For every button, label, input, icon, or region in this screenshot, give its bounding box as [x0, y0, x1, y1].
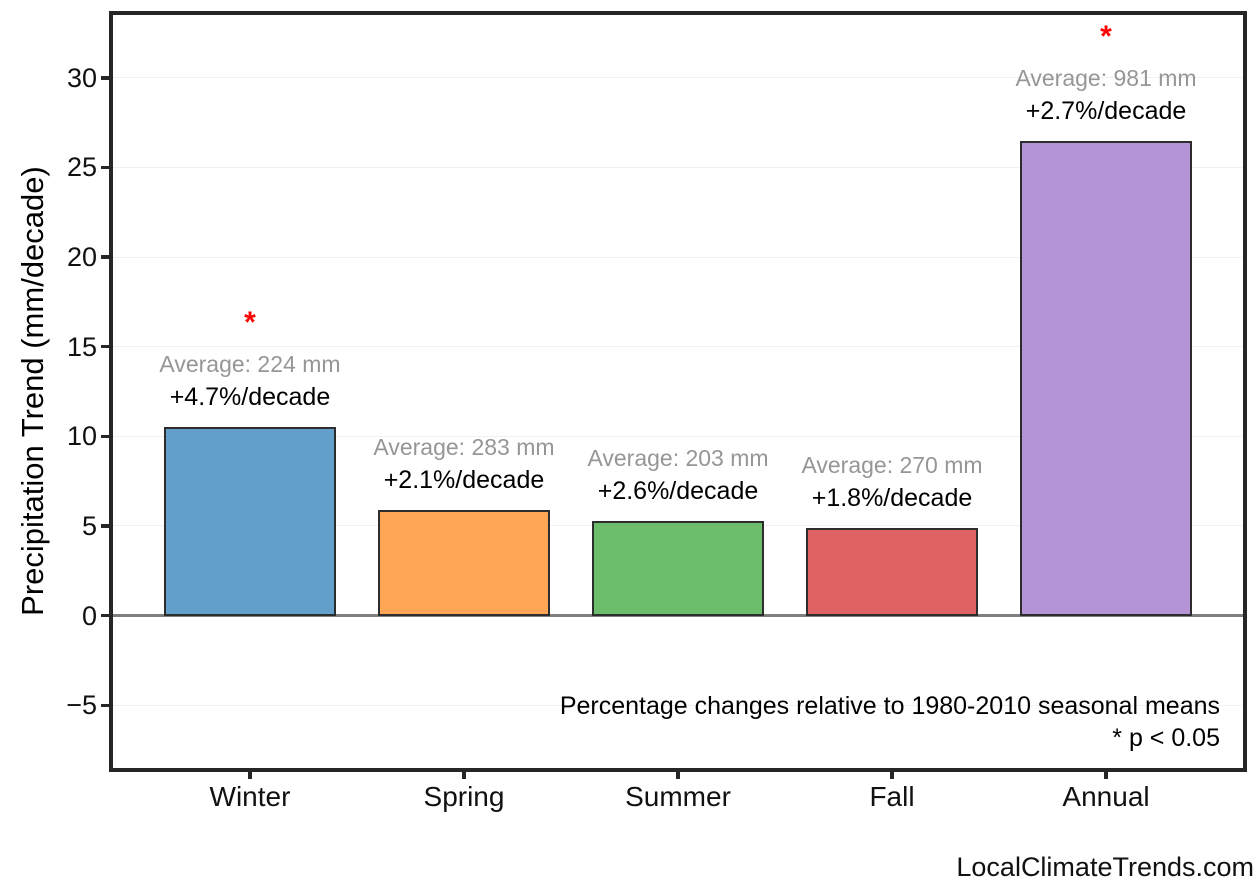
y-gridline: [113, 256, 1243, 258]
y-tick-mark: [101, 613, 113, 618]
bar-summer: [592, 520, 764, 616]
y-gridline: [113, 166, 1243, 168]
trend-label-annual: +2.7%/decade: [1025, 96, 1187, 125]
significance-asterisk-annual: *: [1100, 19, 1112, 53]
trend-label-spring: +2.1%/decade: [383, 465, 545, 494]
note-significance-threshold: * p < 0.05: [1112, 724, 1220, 752]
x-tick-label-winter: Winter: [209, 781, 291, 812]
average-label-summer: Average: 203 mm: [587, 444, 769, 471]
y-tick-label: 10: [66, 421, 97, 452]
x-tick-mark: [1104, 768, 1108, 779]
average-label-winter: Average: 224 mm: [159, 351, 341, 378]
x-tick-mark: [890, 768, 894, 779]
y-gridline: [113, 346, 1243, 348]
y-tick-label: 30: [66, 62, 97, 93]
significance-asterisk-winter: *: [244, 306, 256, 340]
y-tick-mark: [101, 434, 113, 439]
x-tick-mark: [676, 768, 680, 779]
trend-label-fall: +1.8%/decade: [811, 483, 973, 512]
note-percentage-baseline: Percentage changes relative to 1980-2010…: [559, 692, 1220, 720]
bar-winter: [164, 427, 336, 616]
trend-label-winter: +4.7%/decade: [169, 383, 331, 412]
trend-label-summer: +2.6%/decade: [597, 476, 759, 505]
y-tick-label: 5: [81, 510, 97, 541]
y-tick-label: 0: [81, 600, 97, 631]
zero-baseline: [113, 614, 1243, 617]
bar-annual: [1020, 140, 1192, 616]
y-gridline: [113, 704, 1243, 706]
x-tick-label-annual: Annual: [1062, 781, 1150, 812]
y-gridline: [113, 435, 1243, 437]
average-label-spring: Average: 283 mm: [373, 433, 555, 460]
y-tick-label: −5: [66, 690, 97, 721]
y-tick-mark: [101, 344, 113, 349]
average-label-fall: Average: 270 mm: [801, 451, 983, 478]
bar-fall: [806, 527, 978, 616]
x-tick-label-spring: Spring: [423, 781, 505, 812]
y-tick-mark: [101, 165, 113, 170]
y-tick-mark: [101, 255, 113, 259]
bar-spring: [378, 509, 550, 616]
watermark: LocalClimateTrends.com: [956, 852, 1254, 882]
y-tick-label: 25: [66, 152, 97, 183]
y-tick-mark: [101, 524, 113, 528]
y-tick-label: 15: [66, 331, 97, 362]
y-axis-label: Precipitation Trend (mm/decade): [15, 166, 50, 616]
x-tick-label-fall: Fall: [869, 781, 915, 812]
y-tick-mark: [101, 703, 113, 707]
y-gridline: [113, 77, 1243, 79]
x-tick-label-summer: Summer: [625, 781, 731, 812]
average-label-annual: Average: 981 mm: [1015, 64, 1197, 91]
y-tick-label: 20: [66, 242, 97, 273]
y-tick-mark: [101, 76, 113, 80]
x-tick-mark: [248, 768, 252, 779]
x-tick-mark: [462, 768, 466, 779]
